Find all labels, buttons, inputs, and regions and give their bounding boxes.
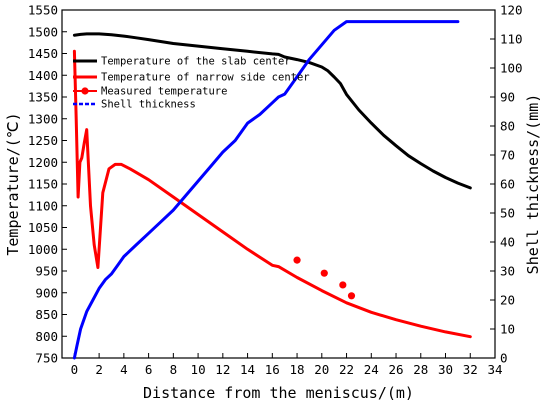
- y-left-tick-label: 1550: [28, 3, 58, 18]
- y-right-tick-label: 0: [500, 351, 508, 366]
- y-right-tick-label: 100: [500, 61, 523, 76]
- legend-measured-temperature-label: Measured temperature: [101, 86, 227, 98]
- x-tick-label: 4: [120, 362, 128, 377]
- y-right-tick-label: 110: [500, 32, 523, 47]
- x-tick-label: 16: [265, 362, 280, 377]
- x-tick-label: 8: [170, 362, 178, 377]
- measured-temperature-point: [339, 281, 347, 289]
- y-right-tick-label: 30: [500, 264, 515, 279]
- y-left-tick-label: 1000: [28, 242, 58, 257]
- x-tick-label: 32: [463, 362, 478, 377]
- series-layer: [72, 20, 472, 360]
- legend-temperature-of-the-slab-center-label: Temperature of the slab center: [101, 56, 291, 68]
- measured-temperature-point: [293, 256, 301, 264]
- x-tick-label: 2: [95, 362, 103, 377]
- x-tick-label: 6: [145, 362, 153, 377]
- temperature-of-the-slab-center-line: [72, 32, 472, 190]
- x-tick-label: 34: [487, 362, 502, 377]
- y-right-tick-label: 80: [500, 119, 515, 134]
- legend: Temperature of the slab center Temperatur…: [73, 56, 310, 111]
- y-right-tick-label: 20: [500, 293, 515, 308]
- x-tick-label: 18: [290, 362, 305, 377]
- y-left-tick-label: 1050: [28, 220, 58, 235]
- x-tick-label: 20: [314, 362, 329, 377]
- x-tick-label: 0: [71, 362, 79, 377]
- y-axis-left-title: Temperature/(℃): [4, 112, 22, 255]
- y-left-tick-label: 1300: [28, 111, 58, 126]
- y-left-tick-label: 900: [35, 285, 58, 300]
- y-left-tick-label: 1100: [28, 198, 58, 213]
- x-tick-label: 30: [438, 362, 453, 377]
- y-left-tick-label: 800: [35, 329, 58, 344]
- x-tick-label: 22: [339, 362, 354, 377]
- y-left-tick-label: 1250: [28, 133, 58, 148]
- y-left-tick-label: 1450: [28, 46, 58, 61]
- x-axis-title: Distance from the meniscus/(m): [143, 384, 414, 402]
- legend-measured-temperature-marker: [81, 87, 89, 95]
- y-right-tick-label: 10: [500, 322, 515, 337]
- x-tick-label: 24: [364, 362, 379, 377]
- y-left-tick-label: 1200: [28, 155, 58, 170]
- x-tick-label: 12: [215, 362, 230, 377]
- x-tick-label: 10: [191, 362, 206, 377]
- y-left-tick-label: 850: [35, 307, 58, 322]
- y-left-tick-label: 1400: [28, 68, 58, 83]
- y-right-tick-label: 50: [500, 206, 515, 221]
- y-left-tick-label: 1150: [28, 177, 58, 192]
- temperature-of-narrow-side-center-line: [72, 49, 472, 339]
- x-tick-label: 26: [388, 362, 403, 377]
- y-left-tick-label: 1500: [28, 24, 58, 39]
- measured-temperature-point: [320, 269, 328, 277]
- legend-shell-thickness-label: Shell thickness: [101, 99, 196, 111]
- y-right-tick-label: 70: [500, 148, 515, 163]
- x-tick-label: 28: [413, 362, 428, 377]
- x-tick-label: 14: [240, 362, 255, 377]
- measured-temperature-point: [347, 292, 356, 300]
- y-right-tick-label: 60: [500, 177, 515, 192]
- legend-temperature-of-narrow-side-center-label: Temperature of narrow side center: [101, 72, 310, 84]
- y-axis-right-title: Shell thickness/(mm): [524, 94, 542, 275]
- y-right-tick-label: 90: [500, 90, 515, 105]
- y-left-tick-label: 1350: [28, 90, 58, 105]
- y-right-tick-label: 120: [500, 3, 523, 18]
- y-left-tick-label: 950: [35, 264, 58, 279]
- ticks: 0 2 4 6 8 10 12 14 16 18 20 22 24 26 28 30 32 34750800850…: [28, 3, 523, 378]
- y-left-tick-label: 750: [35, 351, 58, 366]
- shell-thickness-line: [72, 20, 460, 360]
- y-right-tick-label: 40: [500, 235, 515, 250]
